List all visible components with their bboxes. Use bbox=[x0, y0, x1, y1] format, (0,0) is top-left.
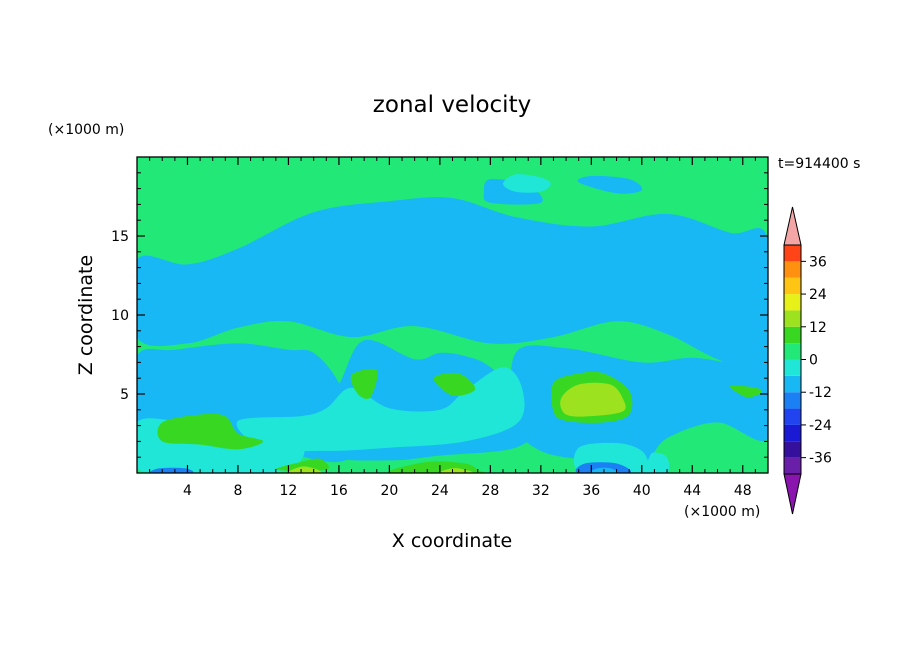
contour-region bbox=[137, 197, 768, 381]
colorbar-label: 24 bbox=[809, 287, 827, 303]
colorbar-label: 12 bbox=[809, 320, 827, 336]
x-tick-label: 40 bbox=[633, 483, 651, 499]
colorbar-bin bbox=[784, 343, 801, 360]
x-tick-label: 44 bbox=[683, 483, 701, 499]
contour-region bbox=[503, 174, 551, 193]
contour-region bbox=[350, 368, 378, 399]
contour-region bbox=[433, 372, 476, 397]
x-tick-label: 4 bbox=[183, 483, 192, 499]
colorbar-bin bbox=[784, 245, 801, 262]
colorbar-bin bbox=[784, 392, 801, 409]
contour-region bbox=[287, 466, 322, 473]
y-tick-label: 5 bbox=[120, 387, 129, 403]
colorbar-bin bbox=[784, 457, 801, 474]
contour-region bbox=[577, 175, 643, 194]
x-unit-label: (×1000 m) bbox=[684, 504, 760, 520]
x-tick-label: 8 bbox=[233, 483, 242, 499]
x-axis-ticks: 4 8 12 16 20 24 28 32 36 40 44 48 bbox=[149, 157, 756, 499]
x-tick-label: 16 bbox=[330, 483, 348, 499]
colorbar-bin bbox=[784, 326, 801, 344]
colorbar-bin bbox=[784, 375, 801, 393]
y-unit-label: (×1000 m) bbox=[48, 122, 124, 138]
x-tick-label: 28 bbox=[481, 483, 499, 499]
y-axis-label: Z coordinate bbox=[75, 255, 97, 375]
x-tick-label: 12 bbox=[280, 483, 298, 499]
contour-fills bbox=[137, 174, 768, 473]
x-axis-label: X coordinate bbox=[392, 530, 512, 552]
colorbar-bin bbox=[784, 310, 801, 327]
colorbar: 36 24 12 0 -12 -24 -36 bbox=[783, 206, 832, 515]
y-tick-label: 15 bbox=[111, 229, 129, 245]
colorbar-bin bbox=[784, 408, 801, 425]
colorbar-bin bbox=[784, 359, 801, 376]
x-tick-label: 24 bbox=[431, 483, 449, 499]
colorbar-bin bbox=[784, 441, 801, 458]
colorbar-label: 36 bbox=[809, 254, 827, 270]
chart-title: zonal velocity bbox=[373, 92, 531, 118]
colorbar-bin bbox=[784, 277, 801, 295]
contour-region bbox=[644, 452, 670, 473]
colorbar-label: -36 bbox=[809, 451, 832, 467]
colorbar-over-arrow bbox=[783, 206, 802, 246]
colorbar-bin bbox=[784, 424, 801, 442]
contour-region bbox=[729, 385, 763, 398]
colorbar-label: -12 bbox=[809, 385, 832, 401]
y-tick-label: 10 bbox=[111, 308, 129, 324]
x-tick-label: 36 bbox=[582, 483, 600, 499]
contour-region bbox=[157, 413, 264, 450]
contour-region bbox=[236, 367, 525, 452]
x-tick-label: 32 bbox=[532, 483, 550, 499]
contour-region bbox=[560, 382, 626, 417]
colorbar-label: 0 bbox=[809, 353, 818, 369]
y-axis-ticks: 5 10 15 bbox=[111, 172, 768, 458]
x-tick-label: 48 bbox=[734, 483, 752, 499]
contour-region bbox=[439, 468, 473, 473]
colorbar-under-arrow bbox=[783, 473, 802, 515]
x-tick-label: 20 bbox=[380, 483, 398, 499]
contour-region bbox=[575, 462, 631, 473]
colorbar-label: -24 bbox=[809, 418, 832, 434]
colorbar-bin bbox=[784, 294, 801, 311]
contour-region bbox=[150, 467, 194, 473]
time-label: t=914400 s bbox=[778, 156, 860, 172]
colorbar-bin bbox=[784, 261, 801, 278]
